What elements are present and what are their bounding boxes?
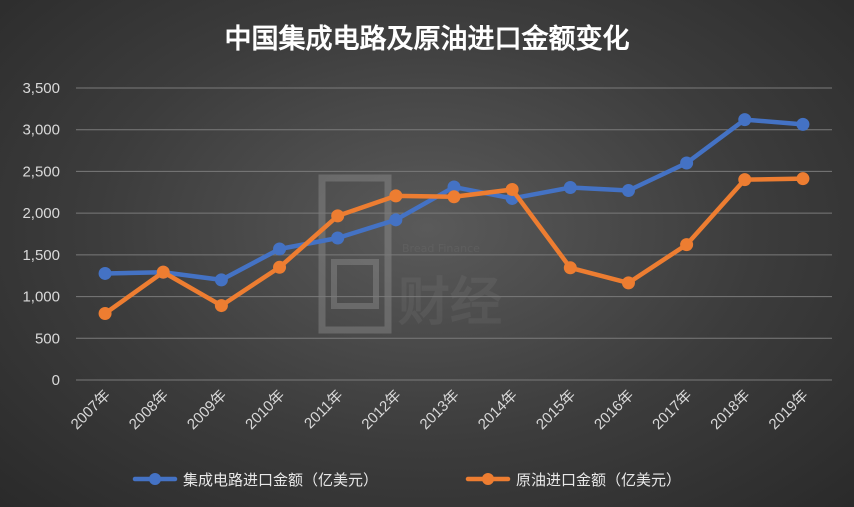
series-lines bbox=[98, 113, 810, 321]
y-tick-label: 1,000 bbox=[22, 289, 60, 306]
data-point bbox=[796, 117, 810, 131]
gridlines bbox=[76, 87, 832, 381]
data-point bbox=[156, 265, 170, 279]
series-2 bbox=[98, 172, 810, 321]
data-point bbox=[389, 189, 403, 203]
data-point bbox=[447, 190, 461, 204]
watermark-logo: Bread Finance 财经 bbox=[318, 174, 502, 334]
chart-title: 中国集成电路及原油进口金额变化 bbox=[225, 23, 630, 55]
legend: 集成电路进口金额（亿美元） 原油进口金额（亿美元） bbox=[132, 471, 681, 489]
data-point bbox=[621, 276, 635, 290]
y-axis-ticks: 0 500 1,000 1,500 2,000 2,500 3,000 3,500 bbox=[22, 80, 60, 389]
data-point bbox=[273, 242, 287, 256]
data-point bbox=[738, 173, 752, 187]
x-tick-label: 2010年 bbox=[242, 387, 288, 433]
x-tick-label: 2016年 bbox=[591, 387, 637, 433]
data-point bbox=[738, 113, 752, 127]
data-point bbox=[796, 172, 810, 186]
y-tick-label: 3,500 bbox=[22, 80, 60, 97]
data-point bbox=[621, 184, 635, 198]
data-point bbox=[563, 181, 577, 195]
data-point bbox=[563, 261, 577, 275]
data-point bbox=[505, 183, 519, 197]
x-tick-label: 2011年 bbox=[301, 387, 346, 432]
x-tick-label: 2019年 bbox=[766, 387, 812, 433]
y-tick-label: 500 bbox=[35, 330, 60, 347]
watermark-brand-text: Bread Finance bbox=[402, 242, 480, 255]
x-tick-label: 2008年 bbox=[126, 387, 172, 433]
x-tick-label: 2007年 bbox=[68, 387, 114, 433]
legend-marker bbox=[149, 473, 161, 485]
x-axis-ticks: 2007年 2008年 2009年 2010年 2011年 2012年 2013年 2014年… bbox=[68, 387, 812, 433]
legend-item: 集成电路进口金额（亿美元） bbox=[132, 471, 378, 489]
data-point bbox=[331, 209, 345, 223]
x-tick-label: 2017年 bbox=[649, 387, 695, 433]
data-point bbox=[214, 273, 228, 287]
x-tick-label: 2018年 bbox=[707, 387, 753, 433]
legend-marker bbox=[482, 473, 494, 485]
x-tick-label: 2015年 bbox=[533, 387, 579, 433]
data-point bbox=[680, 238, 694, 252]
data-point bbox=[331, 231, 345, 245]
data-point bbox=[98, 307, 112, 321]
watermark-chinese-text: 财经 bbox=[398, 273, 502, 333]
x-tick-label: 2014年 bbox=[475, 387, 521, 433]
y-tick-label: 2,000 bbox=[22, 205, 60, 222]
data-point bbox=[98, 266, 112, 280]
data-point bbox=[273, 260, 287, 274]
data-point bbox=[214, 299, 228, 313]
legend-label: 集成电路进口金额（亿美元） bbox=[183, 471, 378, 489]
y-tick-label: 3,000 bbox=[22, 122, 60, 139]
x-tick-label: 2009年 bbox=[184, 387, 230, 433]
x-tick-label: 2012年 bbox=[358, 387, 404, 433]
data-point bbox=[680, 156, 694, 170]
legend-item: 原油进口金额（亿美元） bbox=[465, 471, 681, 489]
data-point bbox=[389, 213, 403, 227]
y-tick-label: 0 bbox=[52, 372, 60, 389]
data-point bbox=[447, 180, 461, 194]
y-tick-label: 2,500 bbox=[22, 163, 60, 180]
y-tick-label: 1,500 bbox=[22, 247, 60, 264]
x-tick-label: 2013年 bbox=[417, 387, 463, 433]
legend-label: 原油进口金额（亿美元） bbox=[516, 471, 681, 489]
